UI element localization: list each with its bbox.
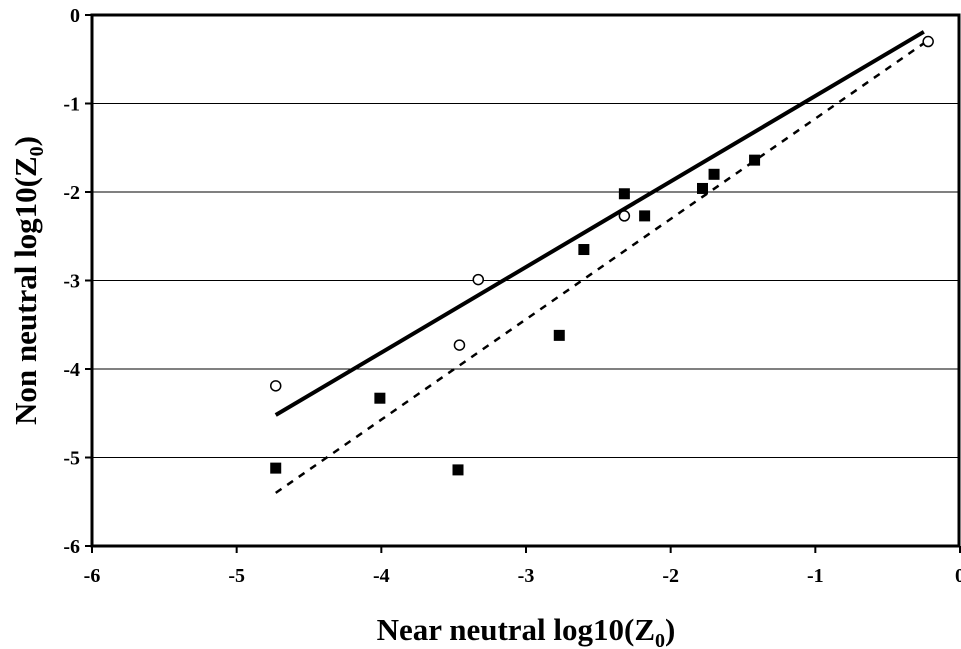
x-axis-label-end: ) xyxy=(665,612,675,647)
circle-point-3 xyxy=(618,210,631,222)
circle-point-2 xyxy=(472,273,485,286)
square-point-9 xyxy=(749,154,761,166)
square-point-6 xyxy=(639,210,651,222)
circle-point-1 xyxy=(453,339,466,351)
y-axis-label-end: ) xyxy=(8,136,43,146)
circle-point-0 xyxy=(269,380,282,392)
y-tick-label-0: -6 xyxy=(63,536,80,558)
x-tick-label-1: -5 xyxy=(228,565,245,587)
fit-lines xyxy=(274,30,925,494)
data-points xyxy=(269,35,934,476)
x-tick-label-4: -2 xyxy=(662,565,679,587)
x-tick-label-5: -1 xyxy=(807,565,824,587)
x-tick-label-3: -3 xyxy=(518,565,535,587)
square-point-8 xyxy=(708,168,720,180)
solid-fit-line xyxy=(274,30,925,417)
dashed-fit-line xyxy=(275,42,925,494)
x-axis-label-subscript: 0 xyxy=(655,630,665,649)
y-axis-label: Non neutral log10(Z0) xyxy=(8,136,48,425)
y-tick-label-5: -1 xyxy=(63,94,80,116)
square-point-7 xyxy=(696,182,708,194)
y-axis-label-main: Non neutral log10(Z xyxy=(8,156,43,425)
square-point-1 xyxy=(374,392,386,404)
square-point-0 xyxy=(270,462,282,474)
y-tick-label-2: -4 xyxy=(63,359,80,381)
y-tick-label-4: -2 xyxy=(63,182,80,204)
square-point-5 xyxy=(618,188,630,200)
square-point-2 xyxy=(452,464,464,476)
x-axis-ticks: -6 -5 -4 -3 -2 -1 0 xyxy=(84,546,961,587)
y-axis-label-subscript: 0 xyxy=(26,146,48,156)
square-point-4 xyxy=(578,244,590,256)
y-tick-label-6: 0 xyxy=(70,5,80,27)
x-axis-label-main: Near neutral log10(Z xyxy=(377,612,655,647)
y-axis-ticks: -6 -5 -4 -3 -2 -1 0 xyxy=(63,5,92,558)
x-tick-label-0: -6 xyxy=(84,565,101,587)
square-point-3 xyxy=(553,329,565,341)
y-tick-label-1: -5 xyxy=(63,448,80,470)
x-tick-label-6: 0 xyxy=(955,565,961,587)
grid-lines xyxy=(92,103,960,458)
y-tick-label-3: -3 xyxy=(63,271,80,293)
circle-point-4 xyxy=(922,35,934,48)
x-tick-label-2: -4 xyxy=(373,565,390,587)
x-axis-label: Near neutral log10(Z0) xyxy=(377,612,676,649)
